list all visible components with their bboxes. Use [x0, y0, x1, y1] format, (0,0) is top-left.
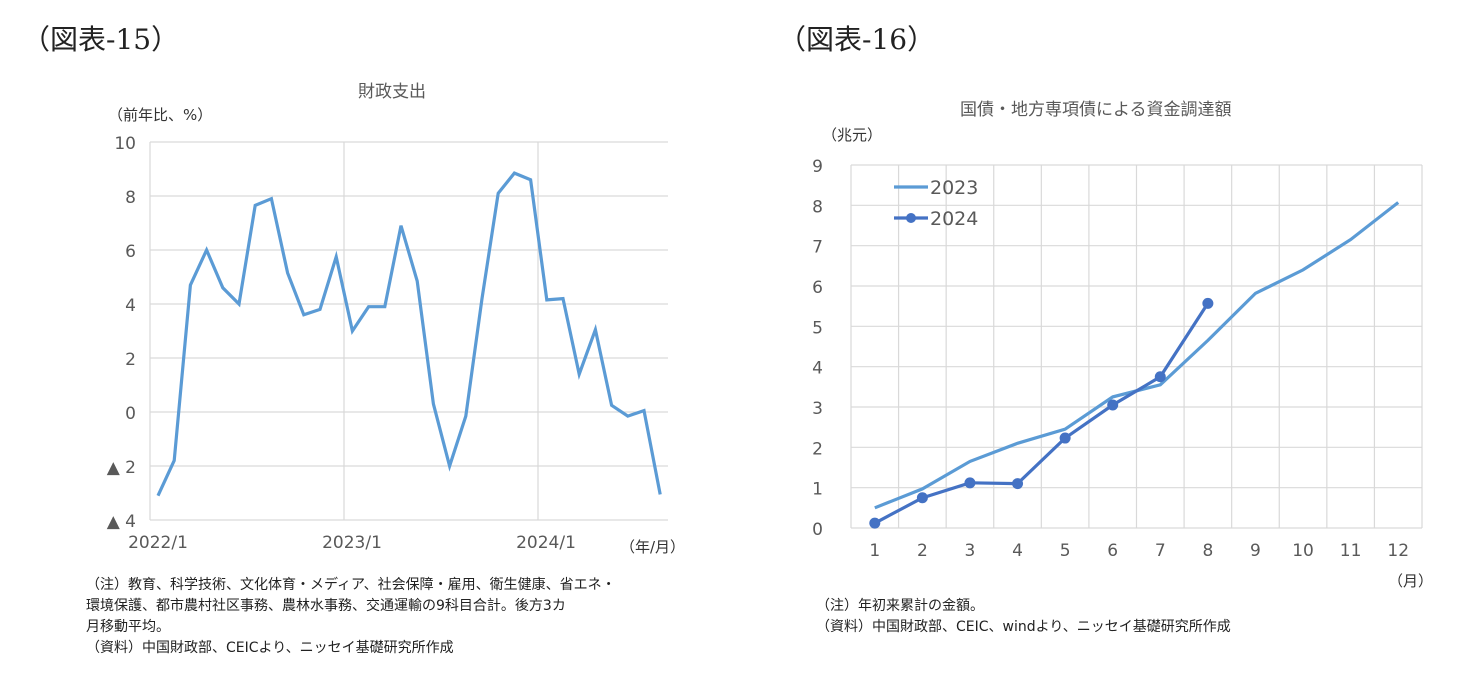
y-tick-label: 0: [125, 404, 136, 424]
chart-15-title: 財政支出: [358, 82, 426, 102]
data-point-marker: [1202, 297, 1214, 309]
data-point-marker: [1154, 371, 1166, 383]
chart-15-y-unit: （前年比、%）: [108, 106, 213, 124]
y-tick-label: 4: [125, 296, 136, 316]
x-tick-label: 11: [1340, 541, 1362, 561]
x-tick-label: 2: [917, 541, 928, 561]
x-tick-label: 9: [1250, 541, 1261, 561]
series-line-2024: [874, 302, 1210, 525]
x-tick-label: 1: [869, 541, 880, 561]
y-tick-label: 9: [812, 157, 823, 177]
y-tick-label: ▲ 2: [107, 458, 136, 478]
chart-15-notes: （注）教育、科学技術、文化体育・メディア、社会保障・雇用、衛生健康、省エネ・ 環…: [86, 575, 616, 659]
legend-label: 2024: [930, 208, 978, 230]
chart-16-notes: （注）年初来累計の金額。 （資料）中国財政部、CEIC、windより、ニッセイ基…: [816, 596, 1231, 638]
chart-16-y-unit: （兆元）: [822, 126, 883, 144]
x-tick-label: 8: [1202, 541, 1213, 561]
y-tick-label: ▲ 4: [107, 512, 136, 532]
x-tick-label: 7: [1155, 541, 1166, 561]
data-point-marker: [1059, 432, 1071, 444]
y-tick-label: 2: [125, 350, 136, 370]
source-line: （資料）中国財政部、CEIC、windより、ニッセイ基礎研究所作成: [816, 619, 1231, 635]
y-tick-label: 6: [812, 278, 823, 298]
note-line: 月移動平均。: [86, 619, 170, 635]
y-tick-label: 2: [812, 439, 823, 459]
x-tick-label: 12: [1387, 541, 1409, 561]
data-point-marker: [1107, 399, 1119, 411]
chart-16-title: 国債・地方専項債による資金調達額: [960, 100, 1232, 120]
legend-item-2024: 2024: [894, 208, 978, 230]
legend-marker-icon: [906, 213, 916, 223]
figure-16-label: （図表-16）: [778, 23, 936, 56]
chart-16-x-unit: （月）: [1388, 572, 1434, 590]
chart-15-x-unit: （年/月）: [620, 538, 686, 556]
y-tick-label: 0: [812, 520, 823, 540]
data-point-marker: [869, 517, 881, 529]
legend-label: 2023: [930, 177, 978, 199]
y-tick-label: 1: [812, 480, 823, 500]
figure-15-label: （図表-15）: [22, 23, 180, 56]
source-line: （資料）中国財政部、CEICより、ニッセイ基礎研究所作成: [86, 640, 454, 656]
y-tick-label: 8: [812, 197, 823, 217]
y-tick-label: 7: [812, 238, 823, 258]
data-point-marker: [964, 477, 976, 489]
x-tick-label: 2024/1: [516, 533, 576, 553]
x-tick-label: 3: [965, 541, 976, 561]
y-tick-label: 5: [812, 318, 823, 338]
y-tick-label: 8: [125, 188, 136, 208]
y-tick-label: 4: [812, 359, 823, 379]
x-tick-label: 6: [1107, 541, 1118, 561]
data-point-marker: [1012, 478, 1024, 490]
note-line: （注）教育、科学技術、文化体育・メディア、社会保障・雇用、衛生健康、省エネ・: [86, 577, 616, 593]
y-tick-label: 6: [125, 242, 136, 262]
legend-item-2023: 2023: [894, 177, 978, 199]
y-tick-label: 3: [812, 399, 823, 419]
x-tick-label: 2023/1: [322, 533, 382, 553]
x-tick-label: 5: [1060, 541, 1071, 561]
x-tick-label: 2022/1: [128, 533, 188, 553]
data-point-marker: [916, 492, 928, 504]
x-tick-label: 4: [1012, 541, 1023, 561]
series-line-fiscal-spending: [156, 171, 662, 497]
note-line: 環境保護、都市農村社区事務、農林水事務、交通運輸の9科目合計。後方3カ: [86, 598, 566, 614]
y-tick-label: 10: [114, 134, 136, 154]
x-tick-label: 10: [1292, 541, 1314, 561]
note-line: （注）年初来累計の金額。: [816, 598, 984, 614]
